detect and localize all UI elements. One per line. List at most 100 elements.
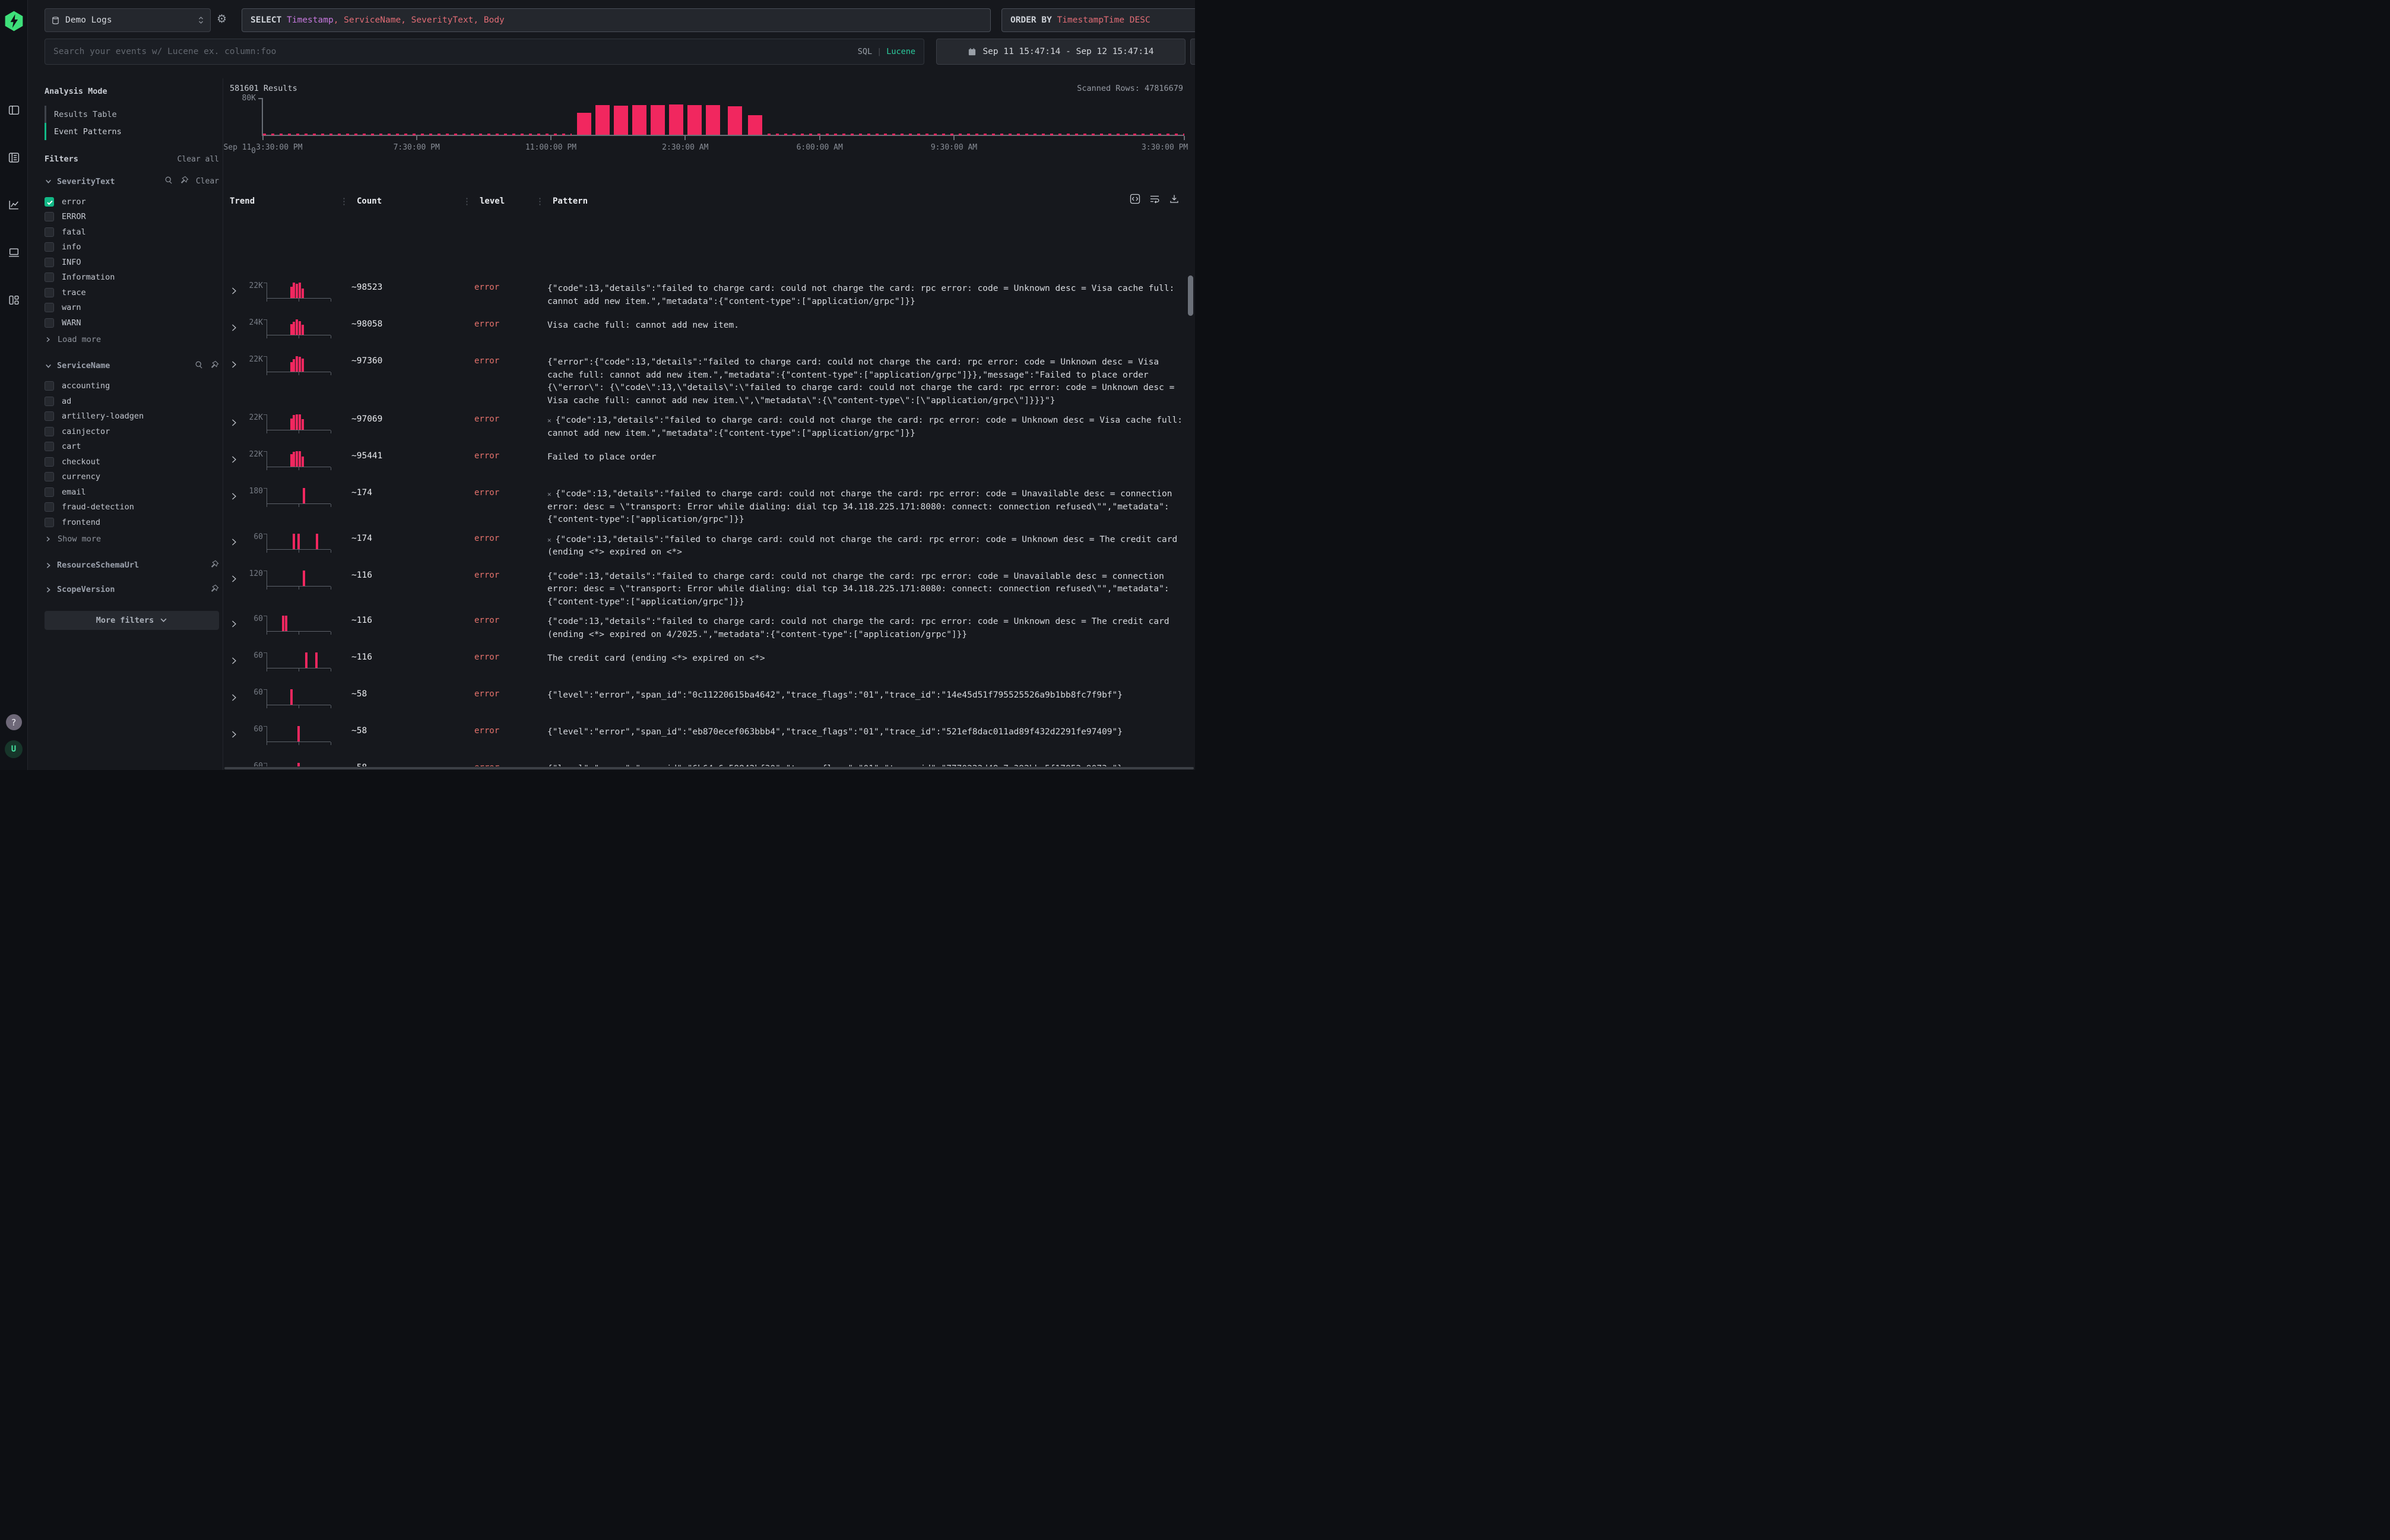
mode-lucene-toggle[interactable]: Lucene bbox=[886, 47, 915, 56]
expand-chevron-icon[interactable] bbox=[230, 574, 238, 585]
expand-chevron-icon[interactable] bbox=[230, 360, 238, 371]
table-row[interactable]: 24K~98058errorVisa cache full: cannot ad… bbox=[223, 312, 1195, 349]
filter-group-header-scopeversion[interactable]: ScopeVersion bbox=[45, 584, 219, 595]
table-row[interactable]: 22K~98523error{"code":13,"details":"fail… bbox=[223, 275, 1195, 312]
expand-chevron-icon[interactable] bbox=[230, 656, 238, 667]
brand-logo-icon[interactable] bbox=[4, 11, 24, 31]
checkbox[interactable] bbox=[45, 411, 54, 421]
gear-icon[interactable]: ⚙ bbox=[217, 14, 227, 25]
checkbox[interactable] bbox=[45, 502, 54, 512]
expand-chevron-icon[interactable] bbox=[230, 537, 238, 549]
search-icon[interactable] bbox=[164, 176, 173, 187]
filter-group-clear-link[interactable]: Clear bbox=[196, 177, 219, 186]
filter-option-cart[interactable]: cart bbox=[45, 439, 219, 455]
expand-chevron-icon[interactable] bbox=[230, 323, 238, 334]
filter-option-frontend[interactable]: frontend bbox=[45, 515, 219, 530]
checkbox[interactable] bbox=[45, 381, 54, 391]
column-resize-handle[interactable]: ⋮ bbox=[462, 196, 471, 207]
filter-option-email[interactable]: email bbox=[45, 484, 219, 500]
checkbox[interactable] bbox=[45, 472, 54, 481]
checkbox[interactable] bbox=[45, 288, 54, 297]
filter-group-header-severitytext[interactable]: SeverityTextClear bbox=[45, 176, 219, 187]
order-by-input[interactable]: ORDER BY TimestampTime DESC bbox=[1001, 8, 1195, 32]
code-view-icon[interactable] bbox=[1130, 194, 1140, 207]
checkbox[interactable] bbox=[45, 487, 54, 497]
expand-chevron-icon[interactable] bbox=[230, 418, 238, 429]
filter-option-information[interactable]: Information bbox=[45, 270, 219, 286]
table-row[interactable]: 120~116error{"code":13,"details":"failed… bbox=[223, 563, 1195, 609]
checkbox[interactable] bbox=[45, 212, 54, 221]
filter-option-warn[interactable]: WARN bbox=[45, 315, 219, 331]
filter-option-currency[interactable]: currency bbox=[45, 470, 219, 485]
filter-option-fraud-detection[interactable]: fraud-detection bbox=[45, 500, 219, 515]
filter-option-cainjector[interactable]: cainjector bbox=[45, 424, 219, 439]
filter-group-header-resourceschemaurl[interactable]: ResourceSchemaUrl bbox=[45, 560, 219, 571]
filter-option-accounting[interactable]: accounting bbox=[45, 379, 219, 394]
table-row[interactable]: 60~58error{"level":"error","span_id":"6b… bbox=[223, 756, 1195, 766]
filter-option-error[interactable]: ERROR bbox=[45, 210, 219, 225]
checkbox[interactable] bbox=[45, 427, 54, 436]
run-query-button[interactable] bbox=[1190, 39, 1195, 65]
checkbox[interactable] bbox=[45, 518, 54, 527]
filter-option-info[interactable]: info bbox=[45, 240, 219, 255]
checkbox[interactable] bbox=[45, 303, 54, 312]
checkbox[interactable] bbox=[45, 272, 54, 282]
filter-option-artillery-loadgen[interactable]: artillery-loadgen bbox=[45, 409, 219, 424]
sessions-icon[interactable] bbox=[7, 245, 21, 259]
filter-option-trace[interactable]: trace bbox=[45, 285, 219, 300]
dismiss-x-mark[interactable]: ✕ bbox=[547, 536, 551, 544]
checkbox[interactable] bbox=[45, 318, 54, 328]
pin-icon[interactable] bbox=[210, 560, 219, 571]
horizontal-scrollbar[interactable] bbox=[224, 767, 1194, 769]
expand-chevron-icon[interactable] bbox=[230, 492, 238, 503]
load-more-link[interactable]: Load more bbox=[45, 332, 219, 347]
histogram-plot-area[interactable]: Sep 11 3:30:00 PM7:30:00 PM11:00:00 PM2:… bbox=[262, 98, 1184, 136]
filter-option-error[interactable]: error bbox=[45, 194, 219, 210]
pin-icon[interactable] bbox=[210, 360, 219, 372]
panel-toggle-icon[interactable] bbox=[7, 103, 21, 117]
dismiss-x-mark[interactable]: ✕ bbox=[547, 490, 551, 498]
analysis-mode-option-event-patterns[interactable]: Event Patterns bbox=[45, 123, 219, 140]
dismiss-x-mark[interactable]: ✕ bbox=[547, 417, 551, 424]
vertical-scrollbar[interactable] bbox=[1188, 275, 1193, 316]
search-input[interactable]: Search your events w/ Lucene ex. column:… bbox=[45, 39, 924, 65]
column-resize-handle[interactable]: ⋮ bbox=[535, 196, 544, 207]
checkbox[interactable] bbox=[45, 242, 54, 252]
select-columns-input[interactable]: SELECT Timestamp, ServiceName, SeverityT… bbox=[242, 8, 991, 32]
table-row[interactable]: 180~174error✕{"code":13,"details":"faile… bbox=[223, 481, 1195, 527]
table-row[interactable]: 60~116error{"code":13,"details":"failed … bbox=[223, 609, 1195, 645]
expand-chevron-icon[interactable] bbox=[230, 455, 238, 466]
checkbox[interactable] bbox=[45, 442, 54, 451]
expand-chevron-icon[interactable] bbox=[230, 619, 238, 630]
table-row[interactable]: 60~58error{"level":"error","span_id":"0c… bbox=[223, 682, 1195, 719]
dashboards-icon[interactable] bbox=[7, 293, 21, 307]
table-row[interactable]: 60~58error{"level":"error","span_id":"eb… bbox=[223, 719, 1195, 756]
checkbox[interactable] bbox=[45, 397, 54, 406]
filter-option-info[interactable]: INFO bbox=[45, 255, 219, 270]
analysis-mode-option-results-table[interactable]: Results Table bbox=[45, 106, 219, 123]
wrap-text-icon[interactable] bbox=[1149, 194, 1160, 207]
pin-icon[interactable] bbox=[180, 176, 189, 187]
table-row[interactable]: 60~116errorThe credit card (ending <*> e… bbox=[223, 645, 1195, 682]
filter-group-header-servicename[interactable]: ServiceName bbox=[45, 360, 219, 372]
expand-chevron-icon[interactable] bbox=[230, 730, 238, 741]
checkbox[interactable] bbox=[45, 457, 54, 467]
table-row[interactable]: 22K~97069error✕{"code":13,"details":"fai… bbox=[223, 407, 1195, 444]
more-filters-button[interactable]: More filters bbox=[45, 611, 219, 630]
filter-option-ad[interactable]: ad bbox=[45, 394, 219, 409]
user-avatar[interactable]: U bbox=[5, 740, 23, 758]
table-row[interactable]: 22K~97360error{"error":{"code":13,"detai… bbox=[223, 349, 1195, 407]
help-button[interactable]: ? bbox=[6, 714, 22, 730]
chart-explorer-icon[interactable] bbox=[7, 198, 21, 212]
search-logs-icon[interactable] bbox=[7, 150, 21, 164]
table-row[interactable]: 22K~95441errorFailed to place order bbox=[223, 444, 1195, 481]
filter-option-fatal[interactable]: fatal bbox=[45, 224, 219, 240]
table-row[interactable]: 60~174error✕{"code":13,"details":"failed… bbox=[223, 527, 1195, 563]
checkbox-checked[interactable] bbox=[45, 197, 54, 207]
pin-icon[interactable] bbox=[210, 584, 219, 595]
checkbox[interactable] bbox=[45, 258, 54, 267]
expand-chevron-icon[interactable] bbox=[230, 286, 238, 297]
checkbox[interactable] bbox=[45, 227, 54, 237]
filter-option-warn[interactable]: warn bbox=[45, 300, 219, 316]
clear-all-filters-link[interactable]: Clear all bbox=[177, 155, 219, 164]
